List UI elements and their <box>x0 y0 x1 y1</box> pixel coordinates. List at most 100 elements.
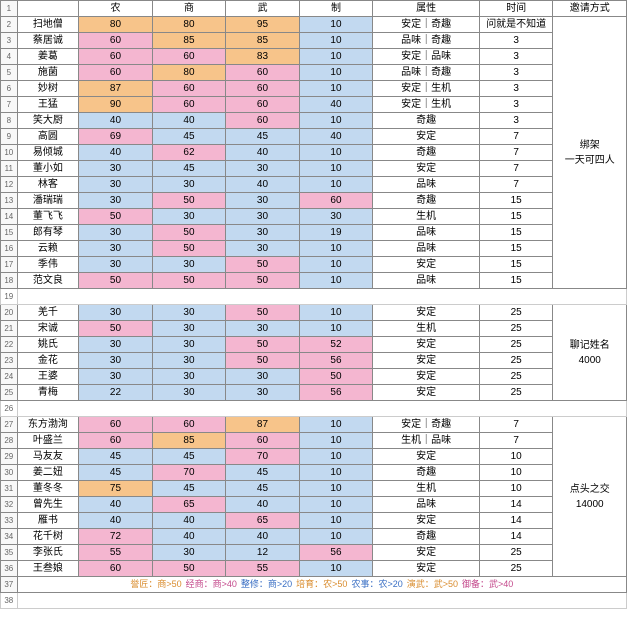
stat-cell-3: 10 <box>299 161 373 177</box>
attr-cell: 奇趣 <box>373 465 480 481</box>
header-col-3: 制 <box>299 1 373 17</box>
stat-cell-2: 30 <box>226 193 300 209</box>
invite-mode-cell: 点头之交14000 <box>553 417 627 577</box>
row-name: 宋诚 <box>17 321 79 337</box>
table-row: 23金花30305056安定25 <box>1 353 627 369</box>
table-row: 30姜二妞45704510奇趣10 <box>1 465 627 481</box>
time-cell: 25 <box>479 369 553 385</box>
stat-cell-3: 10 <box>299 145 373 161</box>
attr-cell: 品味｜奇趣 <box>373 33 480 49</box>
stat-cell-0: 60 <box>79 49 153 65</box>
stat-cell-1: 45 <box>152 129 226 145</box>
stat-cell-3: 56 <box>299 353 373 369</box>
stat-cell-0: 40 <box>79 497 153 513</box>
time-cell: 3 <box>479 49 553 65</box>
legend-item: 演武：武>50 <box>407 579 458 589</box>
header-col-2: 武 <box>226 1 300 17</box>
stat-cell-2: 50 <box>226 353 300 369</box>
attr-cell: 奇趣 <box>373 145 480 161</box>
stat-cell-1: 30 <box>152 257 226 273</box>
stat-cell-2: 60 <box>226 97 300 113</box>
time-cell: 10 <box>479 481 553 497</box>
stat-cell-3: 40 <box>299 129 373 145</box>
table-row: 9高圆69454540安定7 <box>1 129 627 145</box>
table-row: 3蔡居诚60858510品味｜奇趣3 <box>1 33 627 49</box>
row-name: 马友友 <box>17 449 79 465</box>
stat-cell-2: 40 <box>226 529 300 545</box>
stat-cell-3: 10 <box>299 17 373 33</box>
row-name: 王猛 <box>17 97 79 113</box>
legend-cell: 誉匠：商>50经商：商>40整修：商>20培育：农>50农事：农>20演武：武>… <box>17 577 626 593</box>
row-name: 曾先生 <box>17 497 79 513</box>
table-row: 8笑大厨40406010奇趣3 <box>1 113 627 129</box>
row-name: 叶盛兰 <box>17 433 79 449</box>
time-cell: 25 <box>479 561 553 577</box>
table-row: 25青梅22303056安定25 <box>1 385 627 401</box>
stat-cell-2: 95 <box>226 17 300 33</box>
stat-cell-3: 10 <box>299 241 373 257</box>
time-cell: 25 <box>479 321 553 337</box>
stat-cell-2: 60 <box>226 65 300 81</box>
stat-cell-1: 30 <box>152 177 226 193</box>
stat-cell-2: 60 <box>226 113 300 129</box>
attr-cell: 安定 <box>373 257 480 273</box>
stat-cell-1: 80 <box>152 65 226 81</box>
stat-cell-0: 30 <box>79 353 153 369</box>
stat-cell-0: 22 <box>79 385 153 401</box>
stat-cell-2: 50 <box>226 305 300 321</box>
table-row: 17季伟30305010安定15 <box>1 257 627 273</box>
attr-cell: 安定 <box>373 513 480 529</box>
stat-cell-2: 30 <box>226 225 300 241</box>
stat-cell-0: 40 <box>79 513 153 529</box>
table-row: 15郎有琴30503019品味15 <box>1 225 627 241</box>
stat-cell-0: 50 <box>79 273 153 289</box>
attr-cell: 品味 <box>373 241 480 257</box>
stat-cell-3: 10 <box>299 497 373 513</box>
row-name: 董冬冬 <box>17 481 79 497</box>
stat-cell-3: 10 <box>299 49 373 65</box>
table-row: 24王婆30303050安定25 <box>1 369 627 385</box>
row-name: 姚氏 <box>17 337 79 353</box>
stat-cell-2: 85 <box>226 33 300 49</box>
table-row: 27东方渤洵60608710安定｜奇趣7点头之交14000 <box>1 417 627 433</box>
row-name: 姜二妞 <box>17 465 79 481</box>
stat-cell-2: 40 <box>226 145 300 161</box>
row-name: 花千树 <box>17 529 79 545</box>
header-blank <box>17 1 79 17</box>
legend-row: 37誉匠：商>50经商：商>40整修：商>20培育：农>50农事：农>20演武：… <box>1 577 627 593</box>
stat-cell-0: 40 <box>79 145 153 161</box>
row-name: 季伟 <box>17 257 79 273</box>
stat-cell-0: 69 <box>79 129 153 145</box>
attr-cell: 生机 <box>373 321 480 337</box>
legend-item: 誉匠：商>50 <box>130 579 181 589</box>
row-name: 笑大厨 <box>17 113 79 129</box>
stat-cell-1: 60 <box>152 81 226 97</box>
table-row: 20羌千30305010安定25聊记姓名4000 <box>1 305 627 321</box>
stat-cell-3: 10 <box>299 481 373 497</box>
table-row: 12林客30304010品味7 <box>1 177 627 193</box>
stat-cell-3: 10 <box>299 513 373 529</box>
time-cell: 25 <box>479 545 553 561</box>
stat-cell-1: 70 <box>152 465 226 481</box>
stat-cell-1: 40 <box>152 113 226 129</box>
table-row: 33雁书40406510安定14 <box>1 513 627 529</box>
stat-cell-0: 60 <box>79 561 153 577</box>
table-row: 6妙树87606010安定｜生机3 <box>1 81 627 97</box>
stat-cell-1: 45 <box>152 449 226 465</box>
header-col-1: 商 <box>152 1 226 17</box>
stat-cell-2: 70 <box>226 449 300 465</box>
stat-cell-2: 50 <box>226 257 300 273</box>
row-name: 范文良 <box>17 273 79 289</box>
stat-cell-0: 30 <box>79 241 153 257</box>
stat-cell-0: 40 <box>79 113 153 129</box>
time-cell: 25 <box>479 305 553 321</box>
stat-cell-1: 30 <box>152 385 226 401</box>
stat-cell-3: 10 <box>299 449 373 465</box>
attr-cell: 安定｜生机 <box>373 97 480 113</box>
row-name: 易倾城 <box>17 145 79 161</box>
stat-cell-0: 80 <box>79 17 153 33</box>
stat-cell-3: 40 <box>299 97 373 113</box>
attr-cell: 品味｜奇趣 <box>373 65 480 81</box>
row-name: 李张氏 <box>17 545 79 561</box>
row-name: 东方渤洵 <box>17 417 79 433</box>
